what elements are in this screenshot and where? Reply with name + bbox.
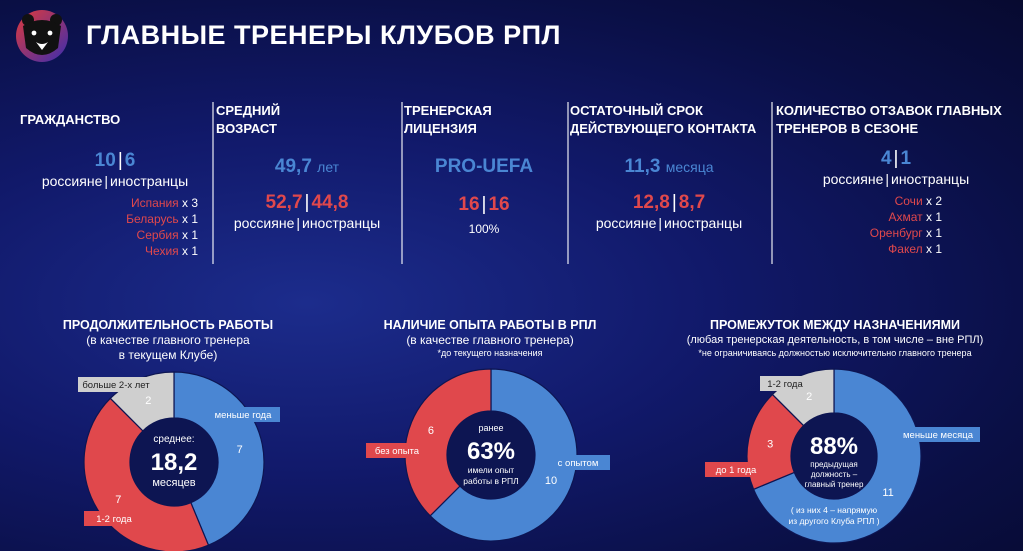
chart1-legend-1-box (84, 511, 144, 526)
rpl-bear-logo (16, 10, 68, 62)
stat-citizenship: ГРАЖДАНСТВО 10 | 6 россияне | иностранцы Исп… (20, 100, 210, 268)
stat-age-title: СРЕДНИЙ ВОЗРАСТ (216, 103, 281, 136)
chart1-value-label: 7 (115, 494, 121, 506)
chart3-title-block: ПРОМЕЖУТОК МЕЖДУ НАЗНАЧЕНИЯМИ (любая тре… (686, 318, 984, 358)
citizenship-label-right: иностранцы (110, 173, 189, 189)
license-percent: 100% (468, 222, 500, 236)
chart3-center-value: 88% (810, 433, 858, 460)
chart1-center (130, 418, 218, 506)
chart2-center-value: 63% (467, 438, 515, 465)
chart1-title-block: ПРОДОЛЖИТЕЛЬНОСТЬ РАБОТЫ (в качестве гла… (62, 318, 274, 362)
chart3-note-1: ( из них 4 – напрямую (791, 505, 878, 515)
chart3-legend-1-box (705, 462, 767, 477)
chart1-legend-0: меньше года (215, 410, 272, 421)
stat-dismissals-title: КОЛИЧЕСТВО ОТЗАВОК ГЛАВНЫХ ТРЕНЕРОВ В СЕЗ… (776, 103, 1002, 136)
list-item: Факел х 1 (888, 242, 942, 256)
chart1-legend-2: больше 2-х лет (82, 380, 150, 391)
chart2-legend-1: без опыта (375, 446, 420, 457)
chart3-value-label: 11 (882, 487, 893, 499)
clubs-list: Сочи х 2 Ахмат х 1 Оренбург х 1 Факел х … (776, 193, 942, 257)
contract-unit: месяца (665, 159, 714, 175)
divider (212, 102, 214, 264)
divider (771, 102, 773, 264)
contract-russians: 12,8 (632, 192, 670, 213)
chart2-center-top: ранее (479, 423, 504, 433)
dismissals-foreigners: 1 (900, 148, 912, 169)
stat-age: СРЕДНИЙ ВОЗРАСТ 49,7 лет 52,7 | 44,8 россия… (216, 100, 398, 268)
stat-dismissals: КОЛИЧЕСТВО ОТЗАВОК ГЛАВНЫХ ТРЕНЕРОВ В СЕЗ… (776, 100, 1016, 268)
chart2-title-block: НАЛИЧИЕ ОПЫТА РАБОТЫ В РПЛ (в качестве г… (383, 318, 597, 358)
stat-contract-title: ОСТАТОЧНЫЙ СРОК ДЕЙСТВУЮЩЕГО КОНТАКТА (570, 103, 757, 136)
chart1-legend-2-box (78, 377, 154, 392)
citizenship-foreigners: 6 (124, 150, 136, 171)
dismissals-russians: 4 (880, 148, 892, 169)
chart3-legend-0: меньше месяца (903, 430, 974, 441)
chart2-center (447, 411, 535, 499)
chart2-center-bottom-2: работы в РПЛ (463, 476, 518, 486)
stat-contract: ОСТАТОЧНЫЙ СРОК ДЕЙСТВУЮЩЕГО КОНТАКТА 11,… (570, 100, 768, 268)
chart3-legend-1: до 1 года (716, 465, 757, 476)
chart3-legend-0-box (896, 427, 980, 442)
page-title: ГЛАВНЫЕ ТРЕНЕРЫ КЛУБОВ РПЛ (86, 20, 561, 50)
chart3-center (791, 413, 877, 499)
chart3-center-bottom-1: предыдущая (810, 460, 858, 469)
chart3-center-bottom-2: должность – (811, 470, 858, 479)
chart2-center-bottom-1: имели опыт (468, 465, 515, 475)
chart2-value-label: 6 (428, 425, 434, 437)
chart1-legend-1: 1-2 года (96, 514, 132, 525)
divider (401, 102, 403, 264)
age-foreigners: 44,8 (311, 192, 349, 213)
list-item: Чехия х 1 (145, 244, 198, 258)
contract-average: 11,3 (624, 156, 661, 177)
chart3-title: ПРОМЕЖУТОК МЕЖДУ НАЗНАЧЕНИЯМИ (709, 318, 961, 332)
chart2-legend-0: с опытом (558, 458, 599, 469)
list-item: Оренбург х 1 (869, 226, 942, 240)
chart1-center-value: 18,2 (151, 449, 198, 476)
chart3-value-label: 3 (767, 438, 773, 450)
list-item: Испания х 3 (131, 196, 198, 210)
chart2-title: НАЛИЧИЕ ОПЫТА РАБОТЫ В РПЛ (383, 318, 597, 332)
chart3-note-2: из другого Клуба РПЛ ) (788, 516, 879, 526)
chart3-legend-2-box (760, 376, 810, 391)
chart1-center-top: среднее: (153, 434, 194, 445)
stat-license: ТРЕНЕРСКАЯ ЛИЦЕНЗИЯ PRO-UEFA 16 | 16 100% (404, 100, 564, 268)
chart3-legend-2: 1-2 года (767, 379, 803, 390)
chart1-value-label: 2 (145, 395, 151, 407)
stat-license-title: ТРЕНЕРСКАЯ ЛИЦЕНЗИЯ (404, 103, 492, 136)
chart2-legend-1-box (366, 443, 428, 458)
chart2-value-label: 10 (545, 475, 557, 487)
citizenship-label-left: россияне (41, 173, 103, 189)
list-item: Сочи х 2 (894, 194, 942, 208)
age-average: 49,7 (274, 156, 312, 177)
stat-citizenship-title: ГРАЖДАНСТВО (20, 112, 121, 127)
age-russians: 52,7 (265, 192, 303, 213)
chart3-value-label: 2 (806, 391, 812, 403)
chart1-center-bottom: месяцев (152, 477, 195, 489)
divider (567, 102, 569, 264)
contract-foreigners: 8,7 (678, 192, 706, 213)
chart2-legend-0-box (546, 455, 610, 470)
license-have: 16 (458, 194, 480, 215)
chart3-center-bottom-3: главный тренер (805, 480, 864, 489)
license-name: PRO-UEFA (434, 156, 534, 177)
license-total: 16 (488, 194, 510, 215)
age-unit: лет (317, 159, 340, 175)
list-item: Ахмат х 1 (888, 210, 942, 224)
countries-list: Испания х 3 Беларусь х 1 Сербия х 1 Чехи… (20, 195, 198, 259)
list-item: Сербия х 1 (136, 228, 198, 242)
citizenship-russians: 10 (94, 150, 116, 171)
chart1-title: ПРОДОЛЖИТЕЛЬНОСТЬ РАБОТЫ (62, 318, 274, 332)
chart1-value-label: 7 (237, 444, 243, 456)
chart1-legend-0-box (206, 407, 280, 422)
list-item: Беларусь х 1 (126, 212, 198, 226)
